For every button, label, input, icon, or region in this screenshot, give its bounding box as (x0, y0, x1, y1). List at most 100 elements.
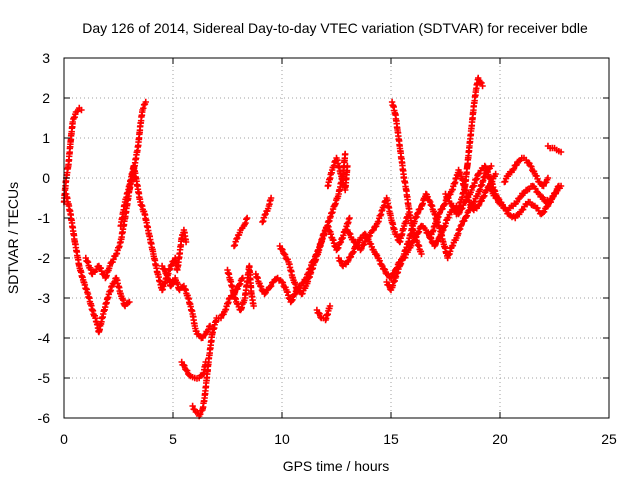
data-point (376, 257, 383, 264)
series-satellite-track-f (178, 358, 209, 382)
data-point (182, 238, 190, 246)
data-point (259, 217, 267, 225)
series-satellite-track-i (230, 214, 251, 250)
data-point (346, 229, 353, 237)
data-point (539, 209, 546, 217)
data-point (344, 162, 351, 170)
y-tick-labels: 3 2 1 0 -1 -2 -3 -4 -5 -6 (38, 50, 51, 426)
data-point (352, 239, 359, 246)
data-point (365, 233, 372, 241)
series-satellite-track-b (62, 190, 133, 336)
data-point (440, 201, 448, 209)
data-point (492, 170, 499, 178)
data-point (477, 78, 484, 86)
axis-ticks (63, 57, 610, 419)
data-point (236, 281, 243, 289)
data-point (230, 242, 238, 250)
series-satellite-track-h (224, 262, 257, 314)
data-point (186, 371, 193, 379)
data-point (462, 213, 470, 221)
data-point (326, 302, 334, 310)
data-point (557, 148, 565, 156)
data-point (78, 106, 85, 114)
data-point (267, 194, 275, 202)
data-point (317, 313, 324, 321)
data-point (557, 182, 565, 190)
data-point (342, 150, 349, 158)
data-point (197, 411, 204, 418)
data-point (236, 280, 244, 288)
data-point (140, 105, 147, 112)
data-point (532, 185, 539, 192)
data-point (415, 228, 423, 236)
data-point (444, 193, 451, 201)
data-point (281, 251, 289, 258)
data-point (181, 362, 188, 369)
data-point (261, 290, 268, 298)
data-point (436, 209, 444, 216)
data-point (445, 214, 452, 221)
data-point (288, 297, 295, 305)
data-point (445, 194, 452, 202)
data-point (552, 190, 560, 197)
data-point (381, 266, 389, 273)
data-point (457, 222, 464, 230)
x-tick-label: 10 (274, 431, 290, 447)
data-point (259, 218, 266, 226)
series-satellite-track-x (544, 142, 565, 156)
data-point (517, 193, 525, 200)
data-point (347, 230, 354, 238)
data-point (93, 266, 100, 274)
data-point (463, 212, 471, 220)
data-point (407, 242, 415, 250)
series-satellite-track-n (324, 154, 351, 194)
data-point (349, 249, 356, 257)
series-satellite-track-m (313, 302, 334, 324)
data-point (459, 205, 466, 212)
series-satellite-track-r (388, 98, 425, 258)
data-point (366, 232, 373, 240)
x-tick-label: 25 (601, 431, 617, 447)
data-point (510, 165, 518, 172)
data-point (476, 170, 483, 177)
data-point (456, 209, 463, 216)
y-axis-label: SDTVAR / TECUs (5, 182, 21, 294)
data-point (548, 196, 555, 203)
x-tick-label: 0 (60, 431, 68, 447)
data-point (488, 162, 495, 170)
data-point (358, 245, 365, 252)
data-point (346, 214, 353, 222)
data-point (539, 194, 547, 201)
data-point (519, 206, 527, 213)
data-point (449, 242, 457, 249)
data-point (243, 216, 250, 223)
series-satellite-track-e (158, 262, 214, 342)
data-point (463, 196, 471, 203)
y-tick-label: -3 (38, 290, 51, 306)
x-tick-label: 5 (169, 431, 177, 447)
data-point (478, 79, 485, 87)
data-point (231, 241, 239, 249)
data-point (243, 214, 251, 222)
data-point (431, 242, 438, 250)
data-point (540, 208, 548, 216)
data-point (528, 163, 535, 170)
data-point (161, 266, 168, 273)
series-satellite-track-l (276, 214, 353, 298)
data-point (345, 257, 352, 264)
data-point (450, 203, 457, 210)
data-point (257, 283, 265, 290)
data-point (142, 98, 149, 106)
data-point (242, 219, 249, 227)
data-point (513, 198, 521, 206)
data-point (206, 322, 214, 330)
data-point (279, 246, 286, 253)
data-point (189, 402, 196, 410)
data-point (481, 192, 488, 200)
x-tick-label: 20 (492, 431, 508, 447)
data-point (544, 174, 552, 182)
y-tick-label: 2 (42, 90, 50, 106)
data-point (487, 185, 495, 193)
data-point (414, 209, 422, 216)
